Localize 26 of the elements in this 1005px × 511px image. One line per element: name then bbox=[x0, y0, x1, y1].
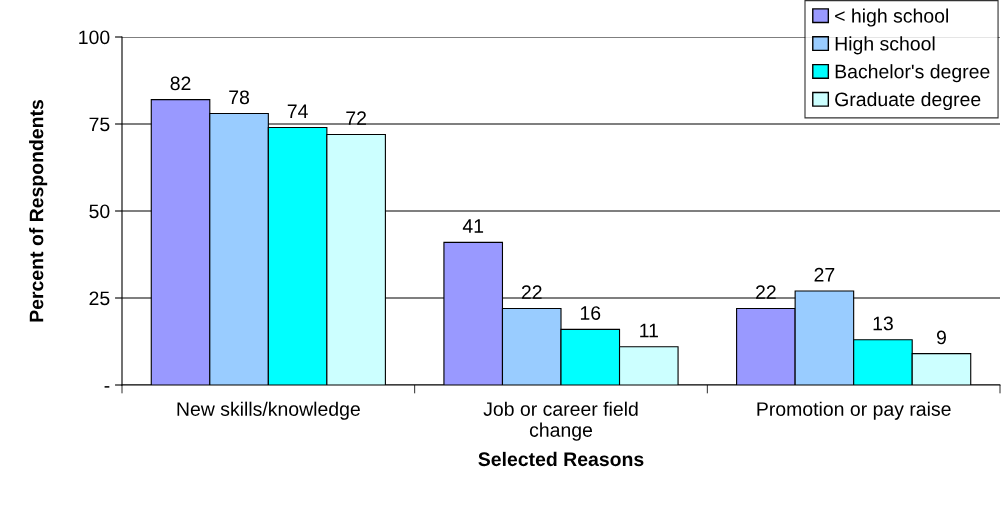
data-label: 41 bbox=[462, 219, 484, 233]
data-label: 74 bbox=[287, 104, 308, 118]
y-tick-label: 100 bbox=[79, 30, 110, 45]
legend-label: Graduate degree bbox=[835, 91, 981, 111]
data-label: 22 bbox=[756, 285, 776, 299]
data-label: 78 bbox=[229, 90, 250, 105]
legend-label: < high school bbox=[835, 8, 948, 27]
x-axis-title: Selected Reasons bbox=[478, 451, 644, 467]
legend-label: Bachelor's degree bbox=[835, 64, 990, 83]
data-label: 82 bbox=[170, 76, 191, 91]
x-tick-label: Job or career field change bbox=[483, 401, 638, 441]
y-tick-label: - bbox=[104, 386, 110, 388]
data-label: 27 bbox=[814, 267, 835, 282]
legend-label: High school bbox=[835, 36, 935, 55]
y-axis-title: Percent of Respondents bbox=[29, 99, 48, 322]
data-label: 22 bbox=[521, 285, 542, 299]
x-tick-label: Promotion or pay raise bbox=[757, 401, 951, 420]
data-label: 16 bbox=[580, 306, 601, 320]
x-tick-label: New skills/knowledge bbox=[177, 401, 360, 420]
data-label: 11 bbox=[640, 323, 658, 338]
y-tick-label: 25 bbox=[89, 291, 110, 306]
data-label: 13 bbox=[873, 316, 893, 331]
y-tick-label: 75 bbox=[89, 117, 110, 132]
data-label: 9 bbox=[936, 330, 946, 345]
data-label: 72 bbox=[346, 111, 366, 125]
y-tick-label: 50 bbox=[89, 204, 110, 219]
